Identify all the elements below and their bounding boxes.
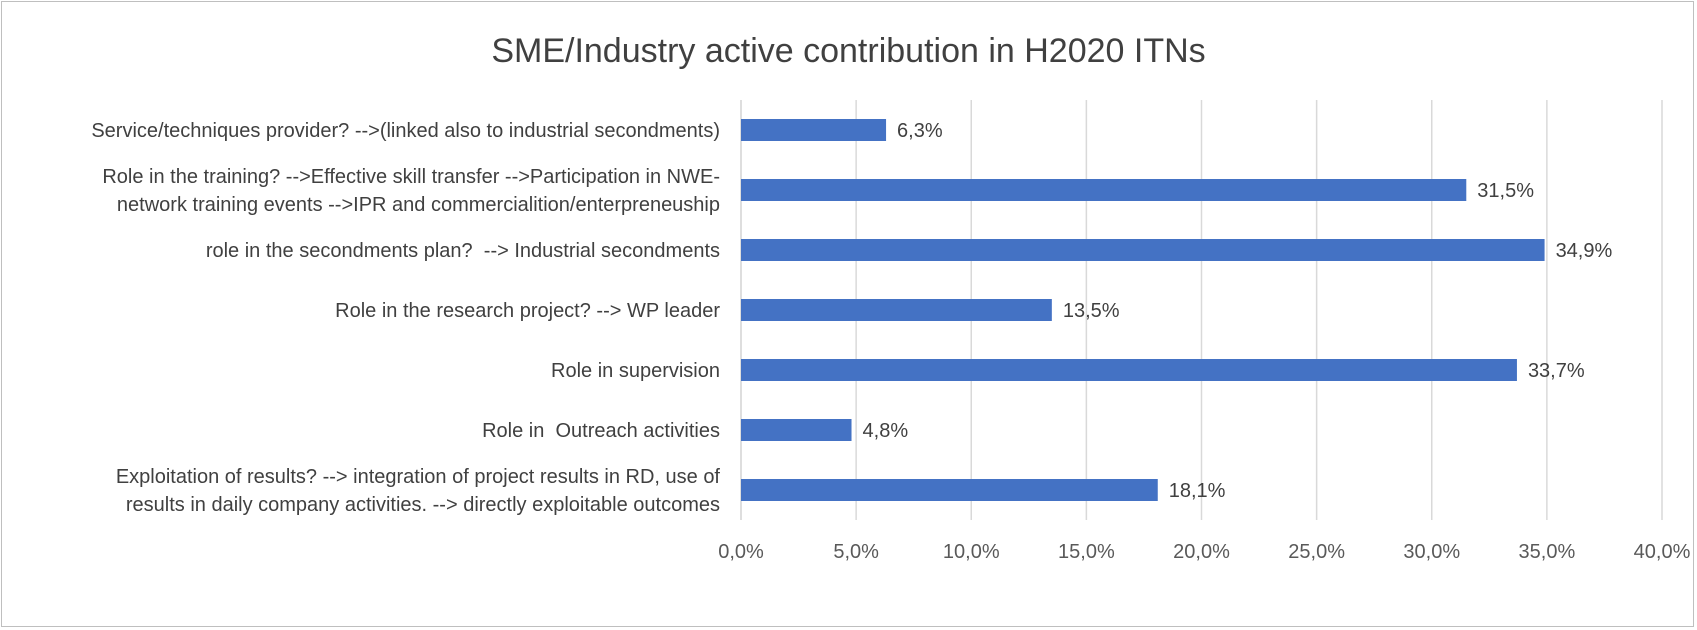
x-axis-tick-labels: 0,0% 5,0% 10,0% 15,0% 20,0% 25,0% 30,0% 35,0% 40… <box>718 541 1690 563</box>
category-label: role in the secondments plan? --> Indust… <box>206 240 720 262</box>
bar <box>741 299 1052 321</box>
category-label: Exploitation of results? --> integration… <box>116 466 721 488</box>
category-label: Role in Outreach activities <box>482 420 720 442</box>
x-tick-label: 10,0% <box>943 541 1000 563</box>
x-tick-label: 25,0% <box>1288 541 1345 563</box>
x-tick-label: 20,0% <box>1173 541 1230 563</box>
data-label: 31,5% <box>1477 180 1534 202</box>
x-tick-label: 30,0% <box>1403 541 1460 563</box>
category-label: results in daily company activities. -->… <box>126 494 720 516</box>
data-label: 4,8% <box>863 420 909 442</box>
category-label: Role in supervision <box>551 360 720 382</box>
category-labels: Service/techniques provider? -->(linked … <box>91 120 720 516</box>
chart-title: SME/Industry active contribution in H202… <box>491 32 1206 70</box>
category-label: Role in the training? -->Effective skill… <box>102 166 720 188</box>
category-label: network training events -->IPR and comme… <box>117 194 720 216</box>
data-label: 33,7% <box>1528 360 1585 382</box>
bar <box>741 359 1517 381</box>
category-label: Service/techniques provider? -->(linked … <box>91 120 720 142</box>
data-labels: 6,3% 31,5% 34,9% 13,5% 33,7% 4,8% 18,1% <box>863 120 1613 502</box>
x-tick-label: 40,0% <box>1634 541 1691 563</box>
category-label: Role in the research project? --> WP lea… <box>335 300 720 322</box>
bar <box>741 479 1158 501</box>
x-tick-label: 15,0% <box>1058 541 1115 563</box>
x-tick-label: 5,0% <box>833 541 879 563</box>
bar <box>741 119 887 141</box>
bar <box>741 419 852 441</box>
bar <box>741 239 1545 261</box>
data-label: 34,9% <box>1556 240 1613 262</box>
x-tick-label: 0,0% <box>718 541 764 563</box>
data-label: 18,1% <box>1169 480 1226 502</box>
x-tick-label: 35,0% <box>1519 541 1576 563</box>
data-label: 13,5% <box>1063 300 1120 322</box>
bars <box>741 119 1545 501</box>
data-label: 6,3% <box>897 120 943 142</box>
bar <box>741 179 1467 201</box>
